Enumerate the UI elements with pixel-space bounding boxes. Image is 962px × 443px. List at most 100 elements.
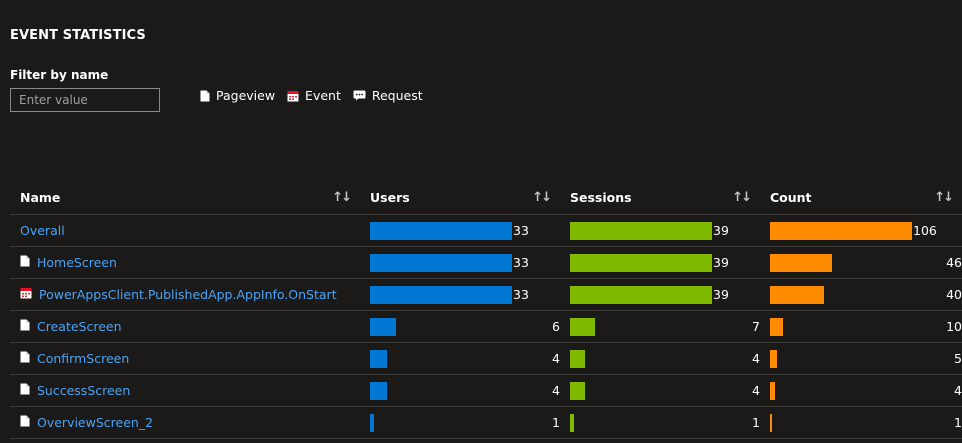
count-bar — [770, 222, 912, 240]
sessions-value: 1 — [752, 415, 760, 430]
count-bar — [770, 414, 772, 432]
legend-label-pageview: Pageview — [216, 88, 276, 103]
legend: Pageview Event Request — [200, 88, 423, 103]
users-column-cell: 33 — [360, 214, 560, 247]
count-bar — [770, 350, 777, 368]
name-cell: ConfirmScreen — [10, 342, 360, 375]
users-column-cell: 4 — [360, 374, 560, 407]
page-title: EVENT STATISTICS — [10, 28, 146, 43]
count-cell: 106 — [770, 215, 952, 246]
column-header-name[interactable]: Name ↑↓ — [10, 181, 360, 215]
users-cell: 33 — [370, 247, 550, 278]
users-bar — [370, 350, 387, 368]
legend-item-request[interactable]: Request — [353, 88, 423, 103]
column-header-users[interactable]: Users ↑↓ — [360, 181, 560, 215]
column-header-count[interactable]: Count ↑↓ — [760, 181, 962, 215]
sessions-value: 39 — [713, 255, 729, 270]
count-cell: 1 — [770, 407, 962, 438]
users-value: 4 — [552, 351, 560, 366]
event-name-link[interactable]: OverviewScreen_2 — [37, 415, 154, 430]
event-name-link[interactable]: HomeScreen — [37, 255, 117, 270]
users-column-cell: 33 — [360, 246, 560, 279]
users-cell: 4 — [370, 375, 560, 406]
sessions-cell: 4 — [570, 375, 760, 406]
sessions-cell: 4 — [570, 343, 760, 374]
users-cell: 6 — [370, 311, 560, 342]
count-value: 1 — [954, 415, 962, 430]
count-cell: 46 — [770, 247, 962, 278]
sessions-value: 7 — [752, 319, 760, 334]
page-icon — [20, 255, 30, 270]
table-body: Overall 33 39 106 HomeScreen 33 39 46 PowerAppsC… — [10, 214, 962, 439]
sessions-bar — [570, 414, 574, 432]
users-value: 33 — [513, 255, 529, 270]
users-value: 1 — [552, 415, 560, 430]
count-cell: 5 — [770, 343, 962, 374]
count-cell: 4 — [770, 375, 962, 406]
sessions-column-cell: 39 — [560, 246, 760, 279]
event-name-link[interactable]: CreateScreen — [37, 319, 122, 334]
count-value: 4 — [954, 383, 962, 398]
users-cell: 1 — [370, 407, 560, 438]
sessions-column-cell: 4 — [560, 374, 760, 407]
users-column-cell: 1 — [360, 406, 560, 439]
users-bar — [370, 286, 512, 304]
count-value: 40 — [946, 287, 962, 302]
table-row[interactable]: SuccessScreen 4 4 4 — [10, 374, 962, 407]
sort-icon[interactable]: ↑↓ — [332, 190, 352, 205]
users-column-cell: 33 — [360, 278, 560, 311]
sessions-column-cell: 1 — [560, 406, 760, 439]
event-statistics-table: Name ↑↓ Users ↑↓ Sessions ↑↓ Count ↑↓ Overal… — [10, 181, 962, 439]
event-name-link[interactable]: PowerAppsClient.PublishedApp.AppInfo.OnS… — [39, 287, 337, 302]
sessions-bar — [570, 222, 712, 240]
count-value: 46 — [946, 255, 962, 270]
users-column-cell: 6 — [360, 310, 560, 343]
table-row[interactable]: OverviewScreen_2 1 1 1 — [10, 406, 962, 439]
name-cell: OverviewScreen_2 — [10, 406, 360, 439]
count-column-cell: 46 — [760, 246, 962, 279]
page-icon — [200, 90, 210, 102]
sort-icon[interactable]: ↑↓ — [732, 190, 752, 205]
legend-item-event[interactable]: Event — [287, 88, 341, 103]
count-column-cell: 10 — [760, 310, 962, 343]
users-cell: 4 — [370, 343, 560, 374]
event-name-link[interactable]: SuccessScreen — [37, 383, 131, 398]
legend-label-event: Event — [305, 88, 341, 103]
sessions-value: 4 — [752, 383, 760, 398]
count-bar — [770, 254, 832, 272]
count-column-cell: 4 — [760, 374, 962, 407]
sort-icon[interactable]: ↑↓ — [934, 190, 954, 205]
event-name-link[interactable]: Overall — [20, 223, 65, 238]
users-value: 33 — [513, 223, 529, 238]
sessions-bar — [570, 286, 712, 304]
legend-item-pageview[interactable]: Pageview — [200, 88, 275, 103]
page-icon — [20, 383, 30, 398]
table-row[interactable]: HomeScreen 33 39 46 — [10, 246, 962, 279]
count-value: 5 — [954, 351, 962, 366]
users-value: 33 — [513, 287, 529, 302]
count-bar — [770, 286, 824, 304]
filter-label: Filter by name — [10, 68, 109, 82]
filter-input[interactable] — [10, 88, 160, 112]
sessions-cell: 39 — [570, 215, 750, 246]
sessions-cell: 39 — [570, 279, 750, 310]
count-cell: 40 — [770, 279, 962, 310]
count-column-cell: 40 — [760, 278, 962, 311]
table-row[interactable]: CreateScreen 6 7 10 — [10, 310, 962, 343]
sessions-column-cell: 7 — [560, 310, 760, 343]
sort-icon[interactable]: ↑↓ — [532, 190, 552, 205]
sessions-bar — [570, 350, 585, 368]
sessions-value: 39 — [713, 287, 729, 302]
event-name-link[interactable]: ConfirmScreen — [37, 351, 130, 366]
name-cell: PowerAppsClient.PublishedApp.AppInfo.OnS… — [10, 278, 360, 311]
users-bar — [370, 254, 512, 272]
column-header-name-label: Name — [20, 190, 61, 205]
table-row[interactable]: ConfirmScreen 4 4 5 — [10, 342, 962, 375]
column-header-sessions[interactable]: Sessions ↑↓ — [560, 181, 760, 215]
name-cell: HomeScreen — [10, 246, 360, 279]
table-row[interactable]: PowerAppsClient.PublishedApp.AppInfo.OnS… — [10, 278, 962, 311]
sessions-cell: 7 — [570, 311, 760, 342]
count-column-cell: 106 — [760, 214, 962, 247]
table-row[interactable]: Overall 33 39 106 — [10, 214, 962, 247]
column-header-sessions-label: Sessions — [570, 190, 632, 205]
